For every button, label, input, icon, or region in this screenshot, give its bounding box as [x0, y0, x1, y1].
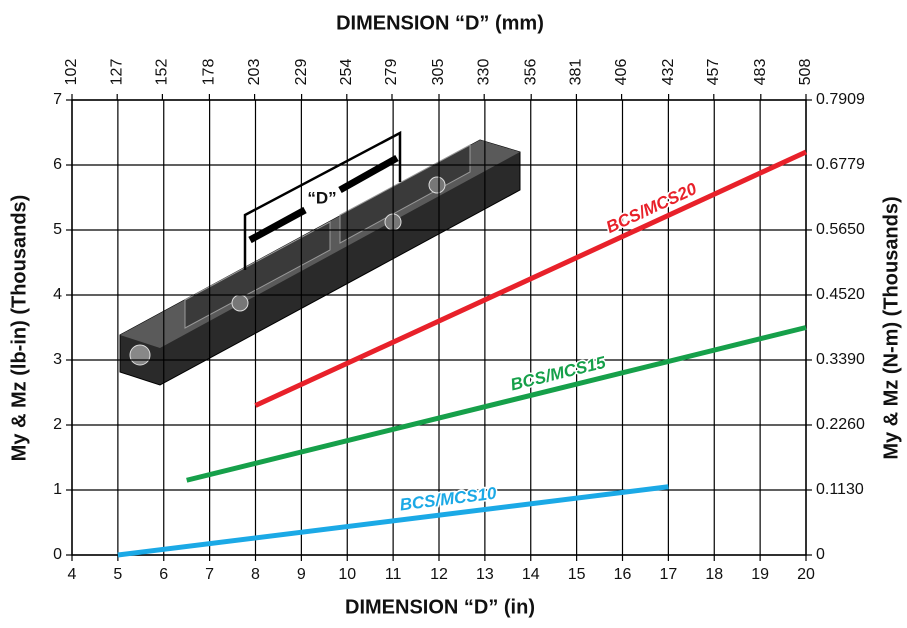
y-tick-label: 4 [53, 286, 62, 303]
y-tick-label: 2 [53, 416, 62, 433]
x2-tick-label: 102 [63, 59, 80, 86]
series-line [186, 325, 807, 483]
y2-tick-label: 0.5650 [816, 221, 865, 238]
x2-tick-label: 356 [522, 59, 539, 86]
series-line [254, 149, 808, 408]
y-tick-label: 6 [53, 156, 62, 173]
y-tick-label: 3 [53, 351, 62, 368]
x-tick-label: 14 [522, 566, 540, 583]
y2-tick-label: 0.3390 [816, 351, 865, 368]
x2-tick-label: 406 [613, 59, 630, 86]
x-tick-label: 13 [476, 566, 494, 583]
y2-axis-title: My & Mz (N-m) (Thousands) [880, 196, 902, 459]
x2-tick-label: 330 [475, 59, 492, 86]
x2-tick-label: 508 [797, 59, 814, 86]
x-tick-label: 11 [385, 566, 402, 583]
actuator-illustration: “D” [119, 130, 521, 386]
y2-tick-label: 0.6779 [816, 156, 865, 173]
x2-tick-label: 254 [338, 59, 355, 86]
x-axis-title: DIMENSION “D” (in) [345, 596, 535, 618]
x-tick-label: 7 [205, 566, 214, 583]
x-tick-label: 16 [614, 566, 632, 583]
chart-title: DIMENSION “D” (mm) [336, 12, 544, 34]
x-tick-label: 18 [705, 566, 723, 583]
y2-tick-label: 0.1130 [816, 481, 864, 498]
x2-tick-label: 178 [201, 59, 218, 86]
x-tick-label: 9 [297, 566, 306, 583]
y2-tick-label: 0.7909 [816, 91, 865, 108]
x2-tick-label: 305 [430, 59, 447, 86]
x-tick-label: 10 [338, 566, 356, 583]
x2-tick-label: 229 [293, 59, 310, 86]
x2-tick-label: 127 [108, 59, 125, 86]
y-tick-label: 0 [53, 546, 62, 563]
x-tick-label: 4 [68, 566, 77, 583]
x2-tick-label: 483 [752, 59, 769, 86]
y-axis-title: My & Mz (lb-in) (Thousands) [8, 195, 30, 462]
x-tick-label: 20 [797, 566, 815, 583]
y-tick-label: 5 [53, 221, 62, 238]
annotation: “D” [307, 188, 336, 207]
y2-tick-label: 0 [816, 546, 825, 563]
x2-tick-label: 381 [568, 59, 585, 86]
y2-tick-label: 0.2260 [816, 416, 865, 433]
x2-tick-label: 152 [154, 59, 171, 86]
x-tick-label: 8 [251, 566, 260, 583]
x2-tick-label: 432 [660, 59, 677, 86]
x-tick-label: 19 [751, 566, 769, 583]
x-tick-label: 5 [113, 566, 122, 583]
y-tick-label: 1 [53, 481, 62, 498]
x-tick-label: 15 [568, 566, 586, 583]
x-tick-label: 12 [430, 566, 448, 583]
x-tick-label: 6 [159, 566, 168, 583]
x2-tick-label: 203 [246, 59, 263, 86]
x2-tick-label: 457 [705, 59, 722, 86]
series-line [117, 484, 669, 558]
y-tick-label: 7 [53, 91, 62, 108]
x-tick-label: 17 [659, 566, 677, 583]
x2-tick-label: 279 [383, 59, 400, 86]
y2-tick-label: 0.4520 [816, 286, 865, 303]
